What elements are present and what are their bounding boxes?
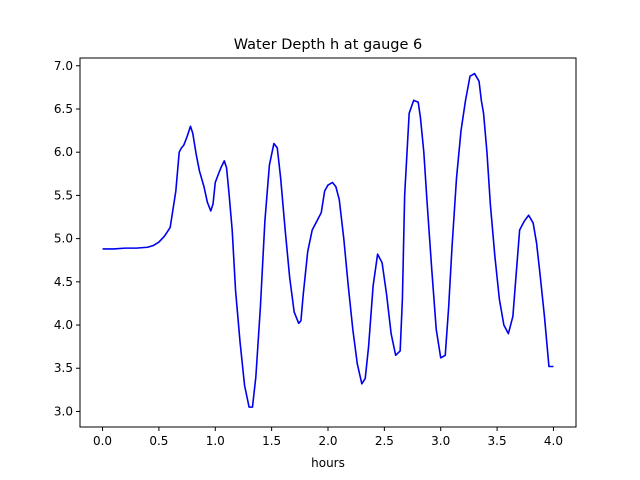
y-tick-label: 4.0 — [54, 318, 73, 332]
y-tick-label: 6.0 — [54, 145, 73, 159]
y-axis-ticks: 3.0 3.5 4.0 4.5 5.0 5.5 6.0 6.5 7.0 — [54, 59, 80, 418]
y-tick-label: 4.5 — [54, 275, 73, 289]
x-tick-label: 1.0 — [206, 434, 225, 448]
x-axis-label: hours — [311, 456, 345, 470]
x-tick-label: 0.0 — [93, 434, 112, 448]
x-tick-label: 2.0 — [318, 434, 337, 448]
x-tick-label: 2.5 — [375, 434, 394, 448]
x-axis-ticks: 0.0 0.5 1.0 1.5 2.0 2.5 3.0 3.5 4.0 — [93, 427, 563, 448]
y-tick-label: 3.5 — [54, 361, 73, 375]
x-tick-label: 3.0 — [431, 434, 450, 448]
chart-title: Water Depth h at gauge 6 — [234, 37, 422, 53]
y-tick-label: 3.0 — [54, 404, 73, 418]
x-tick-label: 4.0 — [544, 434, 563, 448]
x-tick-label: 1.5 — [262, 434, 281, 448]
y-tick-label: 5.5 — [54, 188, 73, 202]
x-tick-label: 0.5 — [149, 434, 168, 448]
x-tick-label: 3.5 — [488, 434, 507, 448]
series-line-water-depth — [102, 72, 554, 408]
y-tick-label: 5.0 — [54, 232, 73, 246]
y-tick-label: 6.5 — [54, 102, 73, 116]
y-tick-label: 7.0 — [54, 59, 73, 73]
plot-area — [102, 72, 554, 408]
